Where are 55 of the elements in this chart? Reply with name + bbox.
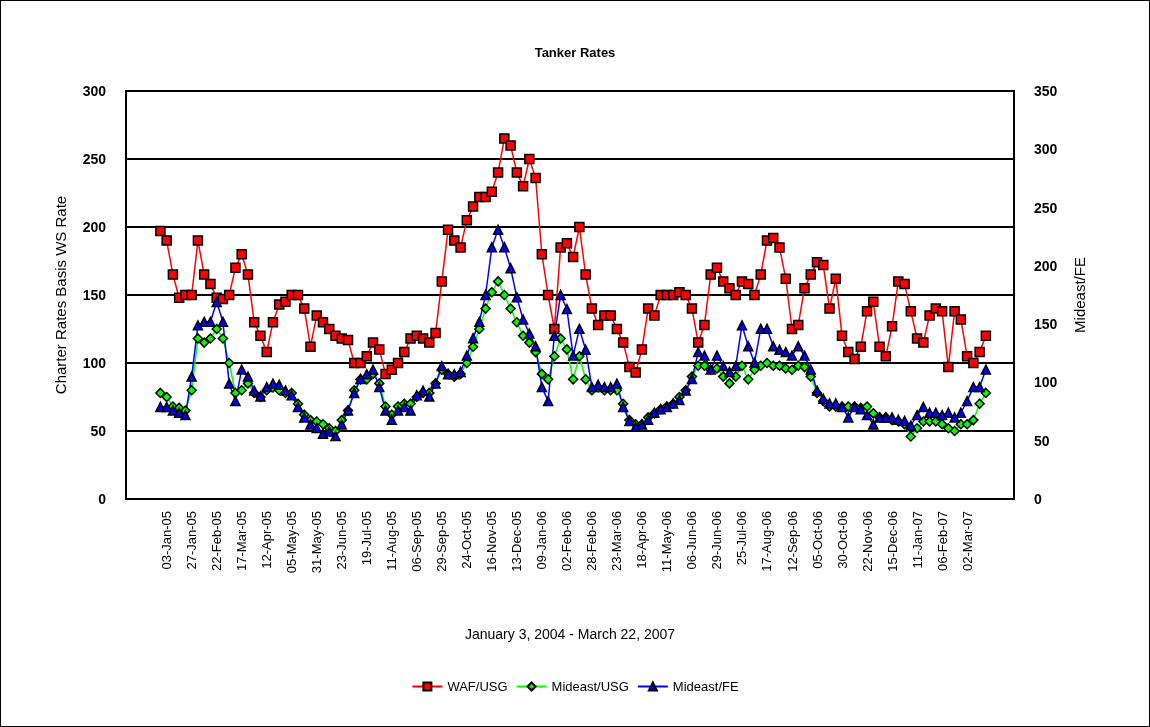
- x-tick-label: 28-Feb-06: [584, 511, 600, 571]
- legend-label: Mideast/USG: [551, 679, 629, 694]
- y-tick-label: 50: [90, 423, 107, 439]
- y-tick-label: 100: [82, 355, 107, 371]
- x-tick-label: 27-Jan-05: [184, 511, 200, 570]
- x-tick-label: 11-Aug-05: [384, 511, 400, 571]
- y2-tick-label: 350: [1034, 83, 1058, 99]
- y-tick-label: 0: [98, 491, 107, 507]
- x-tick-label: 31-May-05: [309, 511, 325, 574]
- x-tick-label: 25-Jul-06: [734, 511, 750, 566]
- x-tick-label: 05-May-05: [284, 511, 300, 574]
- y-axis-title: Charter Rates Basis WS Rate: [52, 195, 69, 395]
- x-tick-label: 15-Dec-06: [884, 511, 900, 572]
- y2-axis-title: Mideast/FE: [1071, 257, 1088, 333]
- x-tick-label: 19-Jul-05: [359, 511, 375, 566]
- y2-tick-label: 0: [1034, 491, 1042, 507]
- x-tick-label: 17-Mar-05: [234, 511, 250, 571]
- y-tick-label: 300: [82, 83, 107, 99]
- legend-label: WAF/USG: [447, 679, 508, 694]
- y2-tick-label: 150: [1034, 316, 1058, 333]
- y2-tick-label: 250: [1034, 199, 1058, 216]
- legend-label: Mideast/FE: [672, 679, 739, 694]
- y2-tick-label: 100: [1034, 374, 1058, 391]
- x-tick-label: 02-Mar-07: [959, 511, 975, 571]
- y-tick-label: 150: [82, 287, 107, 303]
- chart-title: Tanker Rates: [534, 45, 616, 60]
- x-tick-label: 16-Nov-05: [484, 511, 500, 572]
- x-tick-label: 13-Dec-05: [509, 511, 525, 572]
- y-tick-label: 200: [82, 219, 107, 235]
- x-tick-label: 06-Feb-07: [934, 511, 950, 571]
- x-tick-label: 12-Sep-06: [784, 511, 800, 572]
- y2-tick-label: 300: [1034, 141, 1058, 158]
- x-tick-label: 05-Oct-06: [809, 511, 825, 569]
- x-tick-label: 22-Feb-05: [209, 511, 225, 571]
- x-tick-label: 06-Sep-05: [409, 511, 425, 572]
- x-tick-label: 17-Aug-06: [759, 511, 775, 572]
- x-tick-label: 23-Mar-06: [609, 511, 625, 571]
- x-tick-label: 09-Jan-06: [534, 511, 550, 570]
- x-tick-label: 22-Nov-06: [859, 511, 875, 572]
- x-tick-label: 06-Jun-06: [684, 511, 700, 570]
- x-tick-label: 03-Jan-05: [159, 511, 175, 570]
- x-tick-label: 18-Apr-06: [634, 511, 650, 569]
- y2-tick-label: 50: [1034, 432, 1050, 449]
- x-tick-label: 11-May-06: [659, 511, 675, 573]
- x-axis-title: January 3, 2004 - March 22, 2007: [464, 626, 676, 642]
- x-tick-label: 12-Apr-05: [259, 511, 275, 569]
- x-tick-label: 29-Sep-05: [434, 511, 450, 572]
- x-tick-label: 02-Feb-06: [559, 511, 575, 571]
- y-tick-label: 250: [82, 151, 107, 167]
- x-tick-label: 24-Oct-05: [459, 511, 475, 569]
- x-tick-label: 29-Jun-06: [709, 511, 725, 570]
- x-tick-label: 23-Jun-05: [334, 511, 350, 570]
- x-tick-label: 30-Oct-06: [834, 511, 850, 569]
- y2-tick-label: 200: [1034, 257, 1058, 274]
- x-tick-label: 11-Jan-07: [909, 511, 925, 569]
